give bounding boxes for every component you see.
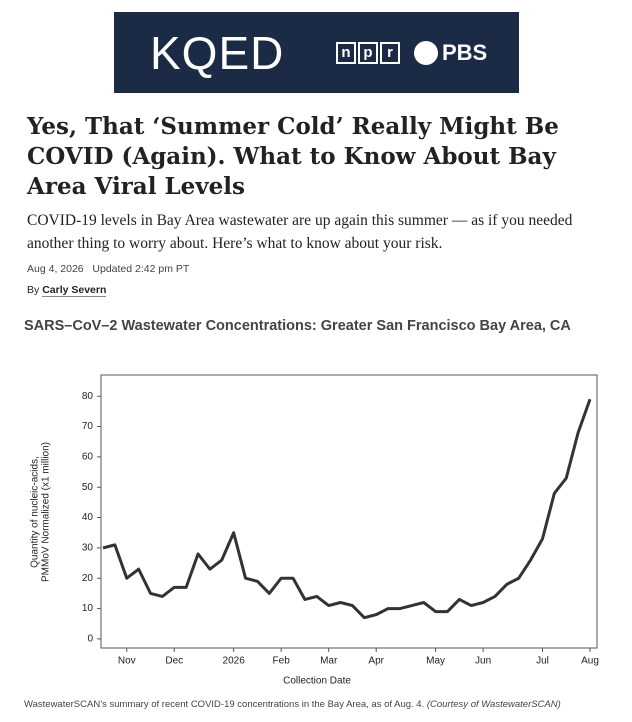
x-tick-label: Dec [165,656,183,667]
subtitle: COVID-19 levels in Bay Area wastewater a… [27,212,573,252]
caption-text: WastewaterSCAN’s summary of recent COVID… [24,699,425,710]
npr-letter: p [358,42,378,64]
y-tick-label: 20 [82,573,94,584]
npr-letter: r [380,42,400,64]
x-tick-label: Nov [118,656,136,667]
y-tick-label: 80 [82,391,94,402]
logo[interactable]: KQED [150,27,285,79]
x-tick-label: 2026 [223,656,246,667]
y-tick-label: 50 [82,482,94,493]
npr-letter: n [336,42,356,64]
x-tick-label: May [426,656,445,667]
x-axis-label: Collection Date [283,676,351,687]
y-tick-label: 10 [82,603,94,614]
caption-credit: (Courtesy of WastewaterSCAN) [426,699,561,710]
y-axis-label: PMMoV Normalized (x1 million) [41,442,52,582]
y-tick-label: 30 [82,543,94,554]
pbs-icon [414,41,438,65]
pbs-logo[interactable]: PBS [414,40,487,66]
x-tick-label: Apr [368,656,384,667]
chart-title: SARS–CoV–2 Wastewater Concentrations: Gr… [24,318,571,334]
updated: Updated 2:42 pm PT [92,263,190,275]
x-tick-label: Jun [475,656,491,667]
by: By [27,284,40,296]
y-tick-label: 60 [82,452,94,463]
y-tick-label: 40 [82,512,94,523]
data-line [102,398,592,620]
pbs-text: PBS [442,40,488,65]
y-tick-label: 70 [82,421,94,432]
x-tick-label: Feb [273,656,291,667]
date: Aug 4, 2026 [27,263,84,275]
y-tick-label: 0 [87,634,93,645]
x-tick-label: Mar [320,656,338,667]
plot-frame [100,374,598,649]
caption: WastewaterSCAN’s summary of recent COVID… [24,699,561,710]
headline: Yes, That ‘Summer Cold’ Really Might Be … [27,113,559,200]
author[interactable]: Carly Severn [42,284,107,297]
y-axis-label: Quantity of nucleic-acids, [30,456,41,568]
byline: By Carly Severn [27,284,107,297]
x-tick-label: Jul [536,656,549,667]
meta: Aug 4, 2026 Updated 2:42 pm PT [27,263,189,275]
x-tick-label: Aug [581,656,599,667]
